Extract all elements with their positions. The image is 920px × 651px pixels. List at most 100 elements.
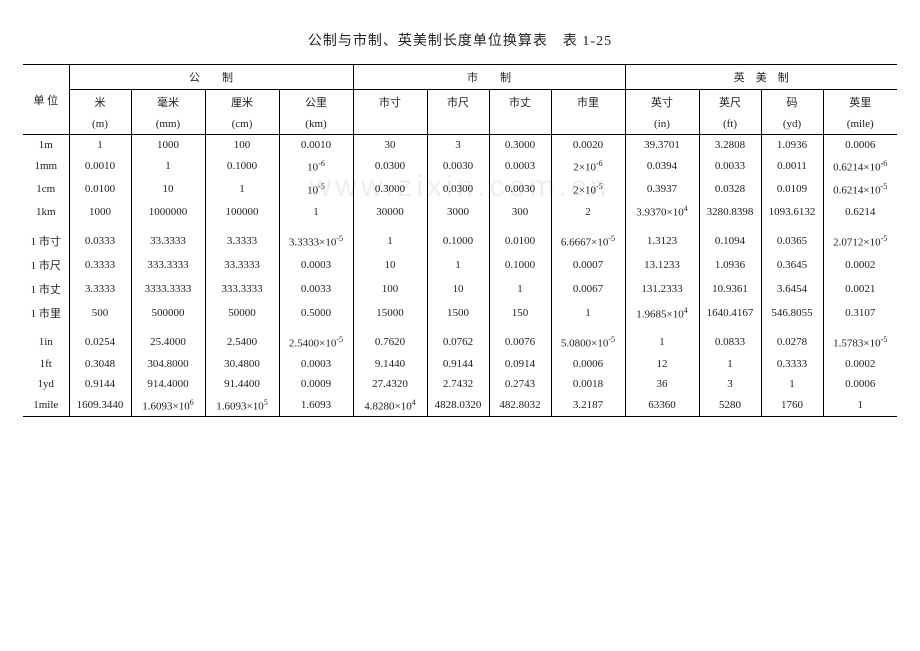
col-header-sub: (mile) bbox=[823, 114, 897, 135]
cell: 100 bbox=[353, 277, 427, 301]
cell: 1093.6132 bbox=[761, 200, 823, 223]
cell: 3000 bbox=[427, 200, 489, 223]
cell: 15000 bbox=[353, 301, 427, 325]
cell: 10 bbox=[427, 277, 489, 301]
cell: 482.8032 bbox=[489, 394, 551, 417]
cell: 1.0936 bbox=[761, 135, 823, 156]
cell: 0.0833 bbox=[699, 325, 761, 354]
cell: 30000 bbox=[353, 200, 427, 223]
cell: 0.0006 bbox=[823, 374, 897, 394]
cell: 1760 bbox=[761, 394, 823, 417]
cell: 1 bbox=[625, 325, 699, 354]
row-unit: 1yd bbox=[23, 374, 69, 394]
cell: 0.0033 bbox=[699, 155, 761, 178]
col-header-top: 毫米 bbox=[131, 90, 205, 115]
cell: 0.1000 bbox=[205, 155, 279, 178]
cell: 1 bbox=[823, 394, 897, 417]
cell: 33.3333 bbox=[131, 223, 205, 253]
col-header-top: 市丈 bbox=[489, 90, 551, 115]
col-header-top: 市尺 bbox=[427, 90, 489, 115]
cell: 10-6 bbox=[279, 155, 353, 178]
cell: 4828.0320 bbox=[427, 394, 489, 417]
cell: 0.0010 bbox=[279, 135, 353, 156]
cell: 3.9370×104 bbox=[625, 200, 699, 223]
cell: 1.9685×104 bbox=[625, 301, 699, 325]
cell: 1 bbox=[489, 277, 551, 301]
col-header-sub: (mm) bbox=[131, 114, 205, 135]
cell: 2.0712×10-5 bbox=[823, 223, 897, 253]
cell: 3.2808 bbox=[699, 135, 761, 156]
col-header-top: 米 bbox=[69, 90, 131, 115]
group-header: 市 制 bbox=[353, 65, 625, 90]
cell: 30 bbox=[353, 135, 427, 156]
cell: 36 bbox=[625, 374, 699, 394]
cell: 0.3048 bbox=[69, 354, 131, 374]
cell: 1 bbox=[761, 374, 823, 394]
row-unit: 1mile bbox=[23, 394, 69, 417]
cell: 0.0109 bbox=[761, 178, 823, 201]
cell: 0.0009 bbox=[279, 374, 353, 394]
cell: 0.0914 bbox=[489, 354, 551, 374]
cell: 914.4000 bbox=[131, 374, 205, 394]
cell: 0.0002 bbox=[823, 354, 897, 374]
cell: 0.2743 bbox=[489, 374, 551, 394]
cell: 0.0278 bbox=[761, 325, 823, 354]
cell: 5.0800×10-5 bbox=[551, 325, 625, 354]
cell: 0.0033 bbox=[279, 277, 353, 301]
cell: 0.6214×10-5 bbox=[823, 178, 897, 201]
cell: 0.0003 bbox=[279, 253, 353, 277]
cell: 0.1094 bbox=[699, 223, 761, 253]
cell: 1000 bbox=[131, 135, 205, 156]
cell: 12 bbox=[625, 354, 699, 374]
col-header-top: 市里 bbox=[551, 90, 625, 115]
cell: 0.7620 bbox=[353, 325, 427, 354]
cell: 6.6667×10-5 bbox=[551, 223, 625, 253]
cell: 1 bbox=[353, 223, 427, 253]
col-header-top: 英尺 bbox=[699, 90, 761, 115]
cell: 0.5000 bbox=[279, 301, 353, 325]
row-unit: 1m bbox=[23, 135, 69, 156]
cell: 0.0365 bbox=[761, 223, 823, 253]
cell: 0.6214×10-6 bbox=[823, 155, 897, 178]
cell: 3.6454 bbox=[761, 277, 823, 301]
row-unit: 1cm bbox=[23, 178, 69, 201]
cell: 4.8280×104 bbox=[353, 394, 427, 417]
cell: 1500 bbox=[427, 301, 489, 325]
cell: 0.0021 bbox=[823, 277, 897, 301]
row-unit: 1in bbox=[23, 325, 69, 354]
row-unit: 1ft bbox=[23, 354, 69, 374]
cell: 500000 bbox=[131, 301, 205, 325]
row-unit: 1km bbox=[23, 200, 69, 223]
cell: 0.0003 bbox=[489, 155, 551, 178]
col-header-sub bbox=[489, 114, 551, 135]
cell: 0.9144 bbox=[69, 374, 131, 394]
cell: 0.0100 bbox=[489, 223, 551, 253]
cell: 0.3000 bbox=[489, 135, 551, 156]
cell: 10 bbox=[131, 178, 205, 201]
cell: 25.4000 bbox=[131, 325, 205, 354]
cell: 0.1000 bbox=[427, 223, 489, 253]
col-header-sub: (ft) bbox=[699, 114, 761, 135]
cell: 10 bbox=[353, 253, 427, 277]
cell: 1.5783×10-5 bbox=[823, 325, 897, 354]
cell: 63360 bbox=[625, 394, 699, 417]
cell: 0.3333 bbox=[69, 253, 131, 277]
cell: 1 bbox=[131, 155, 205, 178]
cell: 0.3937 bbox=[625, 178, 699, 201]
cell: 0.0762 bbox=[427, 325, 489, 354]
cell: 2×10-6 bbox=[551, 155, 625, 178]
cell: 0.0011 bbox=[761, 155, 823, 178]
cell: 1609.3440 bbox=[69, 394, 131, 417]
col-header-sub: (km) bbox=[279, 114, 353, 135]
cell: 2.7432 bbox=[427, 374, 489, 394]
cell: 0.0018 bbox=[551, 374, 625, 394]
cell: 1 bbox=[205, 178, 279, 201]
row-unit: 1mm bbox=[23, 155, 69, 178]
cell: 0.0254 bbox=[69, 325, 131, 354]
cell: 500 bbox=[69, 301, 131, 325]
cell: 3 bbox=[699, 374, 761, 394]
cell: 0.0020 bbox=[551, 135, 625, 156]
cell: 2 bbox=[551, 200, 625, 223]
cell: 3280.8398 bbox=[699, 200, 761, 223]
cell: 2.5400×10-5 bbox=[279, 325, 353, 354]
